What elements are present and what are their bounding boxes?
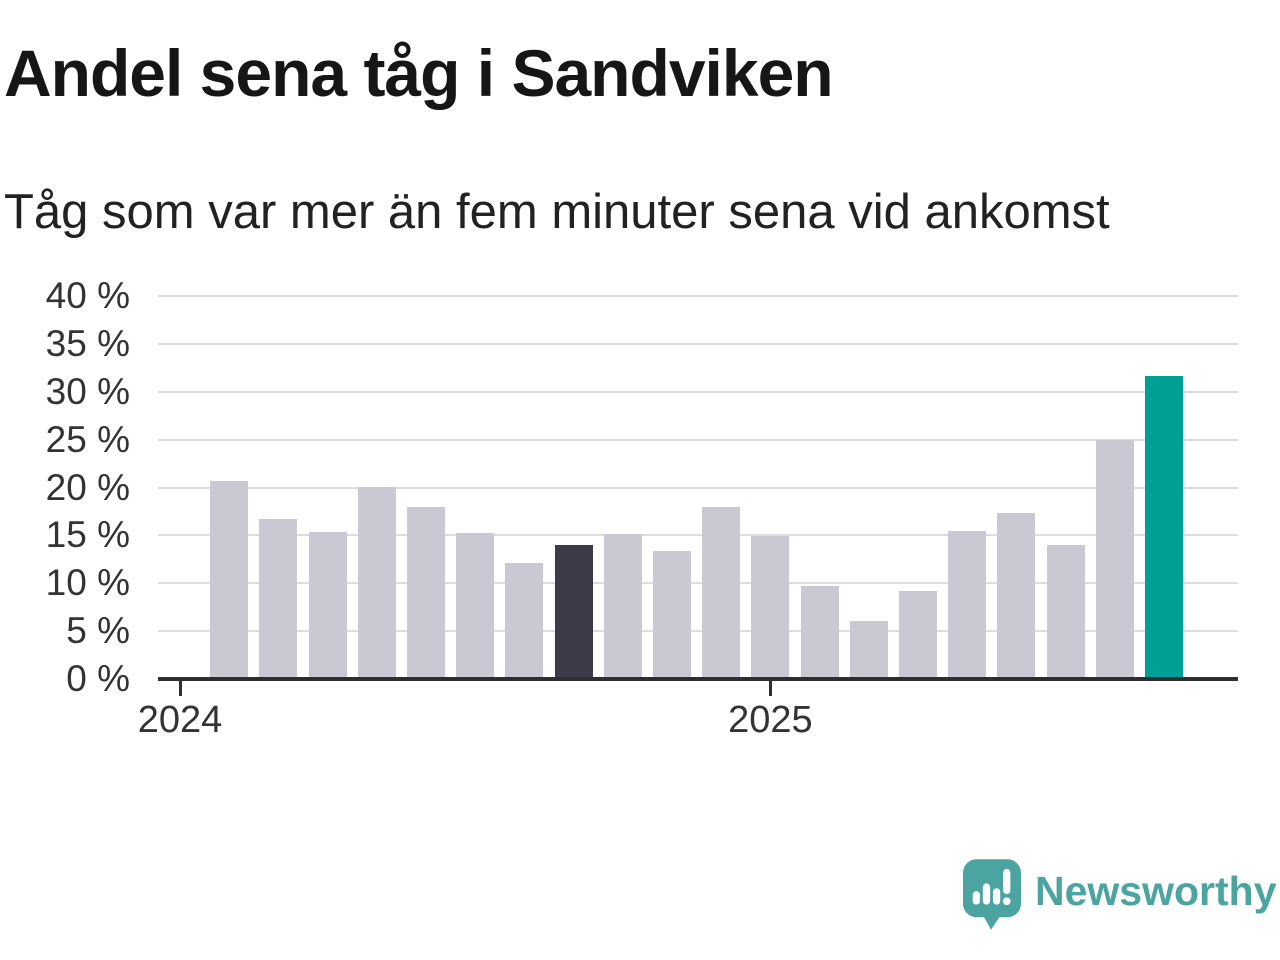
x-axis-tick [178, 681, 182, 696]
bar [1046, 544, 1085, 679]
gridline [158, 630, 1238, 633]
gridline [158, 390, 1238, 393]
bar [1145, 376, 1183, 679]
y-axis-label: 25 % [45, 418, 130, 460]
bar [505, 563, 544, 679]
gridline [158, 582, 1238, 585]
bar [456, 533, 495, 679]
x-axis-tick-label: 2024 [137, 699, 223, 741]
bar [653, 550, 691, 679]
newsworthy-logo-text: Newsworthy [1035, 868, 1277, 914]
y-axis-label: 0 % [66, 658, 130, 699]
bar [1095, 439, 1134, 679]
y-axis-label: 15 % [45, 514, 130, 556]
y-axis-label: 20 % [45, 466, 130, 508]
y-axis-label: 5 % [66, 610, 130, 652]
gridline [158, 486, 1238, 489]
chart-title: Andel sena tåg i Sandviken [4, 36, 834, 110]
y-axis-label: 35 % [45, 322, 130, 364]
gridline [158, 534, 1238, 537]
y-axis-label: 40 % [45, 275, 130, 316]
y-axis-label: 30 % [45, 370, 130, 412]
x-axis-tick-label: 2025 [728, 699, 813, 741]
newsworthy-logo-icon [963, 859, 1021, 930]
bar [357, 486, 396, 679]
bar [603, 534, 642, 679]
y-axis-label: 10 % [45, 562, 130, 604]
bar [948, 530, 987, 679]
x-axis-line [158, 677, 1238, 681]
bar [259, 519, 298, 679]
bar [751, 536, 790, 679]
bar [308, 531, 347, 679]
bar [997, 513, 1036, 679]
bar [407, 506, 445, 679]
bar [210, 480, 249, 679]
bar [702, 506, 741, 679]
bar [554, 544, 593, 679]
gridline [158, 438, 1238, 441]
chart-subtitle: Tåg som var mer än fem minuter sena vid … [4, 185, 1110, 239]
newsworthy-logo: Newsworthy [963, 859, 1277, 931]
bar [849, 620, 888, 679]
x-axis-tick [768, 681, 772, 696]
bar [800, 586, 839, 679]
bar [899, 590, 937, 679]
gridline [158, 295, 1238, 297]
gridline [158, 342, 1238, 345]
